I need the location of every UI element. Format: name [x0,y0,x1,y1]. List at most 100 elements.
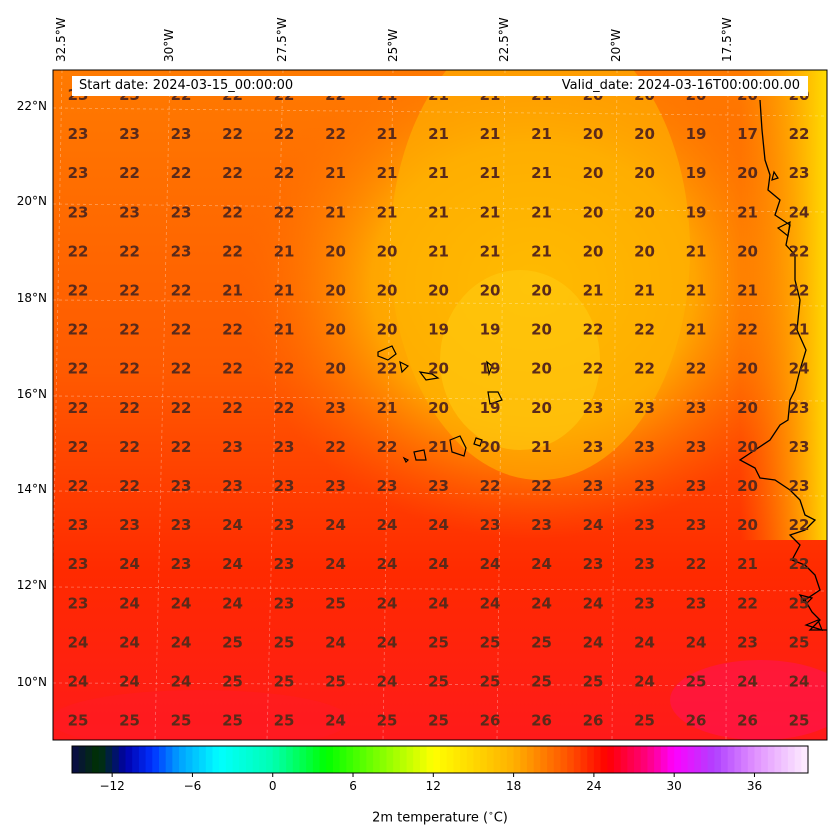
colorbar-segment [225,746,234,773]
temperature-value: 25 [68,712,89,730]
temperature-value: 20 [480,438,501,456]
temperature-value: 24 [789,673,810,691]
temperature-value: 22 [222,164,243,182]
temperature-value: 20 [634,242,655,260]
temperature-value: 23 [171,242,192,260]
temperature-value: 24 [737,673,758,691]
temperature-value: 20 [480,282,501,300]
temperature-value: 23 [274,555,295,573]
colorbar-segment [593,746,602,773]
temperature-value: 21 [274,282,295,300]
colorbar-segment [165,746,173,773]
colorbar-segment [232,746,240,773]
colorbar-segment [158,746,167,773]
lon-label: 17.5°W [720,17,734,62]
temperature-value: 23 [480,516,501,534]
temperature-value: 23 [222,477,243,495]
colorbar-segment [680,746,689,773]
temperature-value: 22 [222,203,243,221]
temperature-value: 24 [377,516,398,534]
colorbar-segment [373,746,381,773]
temperature-value: 25 [789,594,810,612]
temperature-value: 23 [428,477,449,495]
temperature-value: 24 [789,360,810,378]
temperature-value: 22 [119,477,140,495]
temperature-value: 20 [531,321,552,339]
temperature-value: 24 [325,555,346,573]
colorbar-segment [286,746,294,773]
temperature-value: 23 [686,594,707,612]
colorbar-segment [627,746,635,773]
colorbar-segment [741,746,749,773]
temperature-value: 23 [583,399,604,417]
colorbar-segment [172,746,180,773]
map-frame [52,69,828,741]
temperature-value: 25 [789,712,810,730]
temperature-value: 25 [428,712,449,730]
temperature-value: 23 [171,477,192,495]
temperature-value: 24 [480,594,501,612]
temperature-value: 22 [68,399,89,417]
colorbar-segment [533,746,541,773]
colorbar-segment [473,746,481,773]
temperature-value: 21 [686,242,707,260]
colorbar [71,745,809,777]
lat-label: 22°N [16,99,47,113]
colorbar-segment [199,746,207,773]
temperature-value: 22 [274,125,295,143]
temperature-value: 25 [480,673,501,691]
colorbar-segment [587,746,595,773]
temperature-value: 20 [737,360,758,378]
temperature-value: 23 [119,203,140,221]
colorbar-segment [185,746,194,773]
temperature-value: 25 [634,712,655,730]
temperature-value: 22 [222,242,243,260]
colorbar-label: 2m temperature (∘C) [372,809,508,826]
temperature-value: 22 [274,203,295,221]
temperature-value: 24 [634,673,655,691]
temperature-value: 24 [583,516,604,534]
temperature-value: 20 [737,242,758,260]
temperature-value: 25 [325,594,346,612]
colorbar-segment [92,746,100,773]
temperature-value: 20 [583,125,604,143]
temperature-value: 21 [428,203,449,221]
temperature-value: 20 [377,282,398,300]
temperature-value: 24 [583,633,604,651]
temperature-value: 20 [325,282,346,300]
temperature-value: 21 [428,164,449,182]
temperature-value: 25 [325,673,346,691]
temperature-value: 20 [531,399,552,417]
temperature-value: 22 [583,360,604,378]
temperature-value: 25 [119,712,140,730]
temperature-value: 24 [428,555,449,573]
colorbar-segment [440,746,448,773]
colorbar-segment [573,746,582,773]
temperature-value: 23 [68,594,89,612]
colorbar-segment [359,746,367,773]
colorbar-segment [306,746,314,773]
colorbar-tick-label: 6 [349,779,357,793]
temperature-value: 22 [274,399,295,417]
colorbar-tick-label: 30 [666,779,682,793]
temperature-value: 23 [686,399,707,417]
temperature-value: 22 [222,125,243,143]
colorbar-segment [540,746,548,773]
colorbar-segment [787,746,796,773]
lon-label: 30°W [162,28,176,62]
temperature-value: 25 [274,712,295,730]
temperature-value: 22 [68,242,89,260]
colorbar-segment [205,746,214,773]
temperature-value: 25 [686,673,707,691]
temperature-value: 22 [222,321,243,339]
colorbar-segment [292,746,301,773]
temperature-value: 19 [480,360,501,378]
lon-label: 25°W [386,28,400,62]
temperature-value: 22 [531,477,552,495]
temperature-value: 23 [222,438,243,456]
colorbar-segment [774,746,782,773]
temperature-value: 22 [634,360,655,378]
temperature-value: 20 [583,203,604,221]
colorbar-segment [747,746,756,773]
